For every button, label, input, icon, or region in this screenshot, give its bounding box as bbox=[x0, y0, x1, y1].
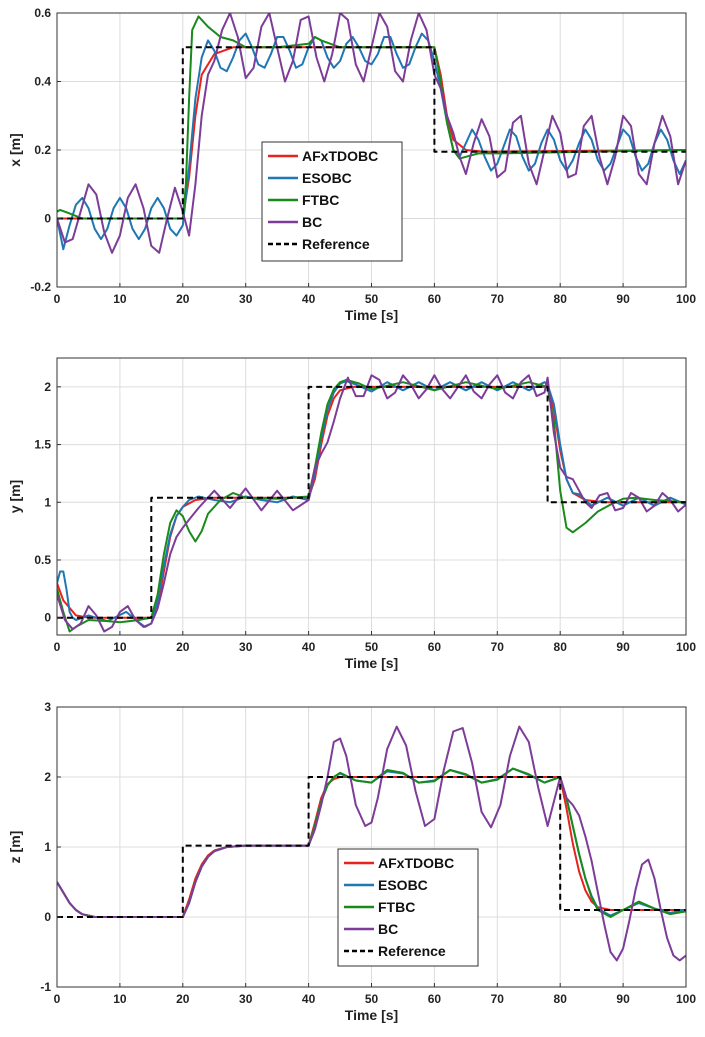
legend: AFxTDOBC ESOBC FTBC BC Reference bbox=[261, 141, 403, 262]
y-tick-label: 1 bbox=[44, 840, 51, 854]
x-tick-label: 40 bbox=[302, 640, 316, 654]
legend: AFxTDOBC ESOBC FTBC BC Reference bbox=[337, 848, 479, 967]
y-tick-label: 2 bbox=[44, 770, 51, 784]
x-tick-label: 80 bbox=[554, 992, 568, 1006]
x-tick-label: 100 bbox=[676, 992, 696, 1006]
x-tick-label: 20 bbox=[176, 992, 190, 1006]
series-group bbox=[57, 13, 686, 254]
x-tick-label: 60 bbox=[428, 640, 442, 654]
x-tick-label: 0 bbox=[54, 292, 61, 306]
legend-label-bc: BC bbox=[302, 214, 322, 230]
x-tick-label: 40 bbox=[302, 292, 316, 306]
legend-label-reference: Reference bbox=[302, 236, 370, 252]
x-tick-label: 50 bbox=[365, 292, 379, 306]
y-tick-label: 1.5 bbox=[34, 438, 51, 452]
legend-label-esobc: ESOBC bbox=[302, 170, 352, 186]
legend-label-esobc: ESOBC bbox=[378, 877, 428, 893]
legend-label-ftbc: FTBC bbox=[302, 192, 339, 208]
legend-label-afxtdobc: AFxTDOBC bbox=[378, 855, 454, 871]
x-tick-label: 70 bbox=[491, 292, 505, 306]
series-line-bc bbox=[57, 725, 686, 962]
series-line-reference bbox=[57, 46, 686, 220]
legend-label-reference: Reference bbox=[378, 943, 446, 959]
x-tick-label: 30 bbox=[239, 992, 253, 1006]
series-line-reference bbox=[57, 776, 686, 918]
y-tick-label: 3 bbox=[44, 700, 51, 714]
y-tick-label: 0.5 bbox=[34, 553, 51, 567]
x-tick-label: 60 bbox=[428, 992, 442, 1006]
legend-box bbox=[261, 141, 403, 262]
y-axis-label: y [m] bbox=[7, 480, 23, 513]
x-axis-label: Time [s] bbox=[345, 307, 398, 323]
x-tick-label: 90 bbox=[616, 292, 630, 306]
x-axis-label: Time [s] bbox=[345, 1007, 398, 1023]
y-tick-label: 2 bbox=[44, 380, 51, 394]
x-tick-label: 90 bbox=[616, 992, 630, 1006]
x-tick-label: 60 bbox=[428, 292, 442, 306]
x-tick-label: 20 bbox=[176, 640, 190, 654]
x-tick-label: 80 bbox=[554, 640, 568, 654]
x-tick-label: 50 bbox=[365, 640, 379, 654]
y-tick-label: 1 bbox=[44, 495, 51, 509]
x-tick-label: 50 bbox=[365, 992, 379, 1006]
x-tick-label: 30 bbox=[239, 292, 253, 306]
y-tick-label: 0 bbox=[44, 212, 51, 226]
x-tick-label: 20 bbox=[176, 292, 190, 306]
plot-x: 0 10 20 30 40 50 60 70 80 90 100-0.200.20.40.6Time… bbox=[7, 6, 696, 323]
y-axis-label: z [m] bbox=[7, 831, 23, 864]
plot-y: 0 10 20 30 40 50 60 70 80 90 100 0 0.5 1 1.5 2 Time [s] y… bbox=[7, 357, 696, 671]
legend-label-ftbc: FTBC bbox=[378, 899, 415, 915]
y-tick-label: 0 bbox=[44, 611, 51, 625]
x-tick-label: 100 bbox=[676, 640, 696, 654]
x-tick-label: 10 bbox=[113, 992, 127, 1006]
y-axis-label: x [m] bbox=[7, 133, 23, 166]
x-tick-label: 0 bbox=[54, 640, 61, 654]
x-tick-label: 10 bbox=[113, 640, 127, 654]
x-tick-label: 90 bbox=[616, 640, 630, 654]
series-group bbox=[57, 374, 686, 633]
x-axis-label: Time [s] bbox=[345, 655, 398, 671]
x-tick-label: 70 bbox=[491, 640, 505, 654]
x-tick-label: 30 bbox=[239, 640, 253, 654]
x-tick-label: 10 bbox=[113, 292, 127, 306]
y-tick-label: 0 bbox=[44, 910, 51, 924]
x-tick-label: 0 bbox=[54, 992, 61, 1006]
series-group bbox=[57, 725, 686, 962]
y-tick-label: -0.2 bbox=[30, 280, 51, 294]
legend-label-bc: BC bbox=[378, 921, 398, 937]
x-tick-label: 70 bbox=[491, 992, 505, 1006]
legend-label-afxtdobc: AFxTDOBC bbox=[302, 148, 378, 164]
series-line-reference bbox=[57, 385, 686, 619]
y-tick-label: 0.2 bbox=[34, 143, 51, 157]
x-tick-label: 100 bbox=[676, 292, 696, 306]
x-tick-label: 40 bbox=[302, 992, 316, 1006]
y-tick-label: 0.6 bbox=[34, 6, 51, 20]
y-tick-label: 0.4 bbox=[34, 75, 51, 89]
x-tick-label: 80 bbox=[554, 292, 568, 306]
y-tick-label: -1 bbox=[40, 980, 51, 994]
